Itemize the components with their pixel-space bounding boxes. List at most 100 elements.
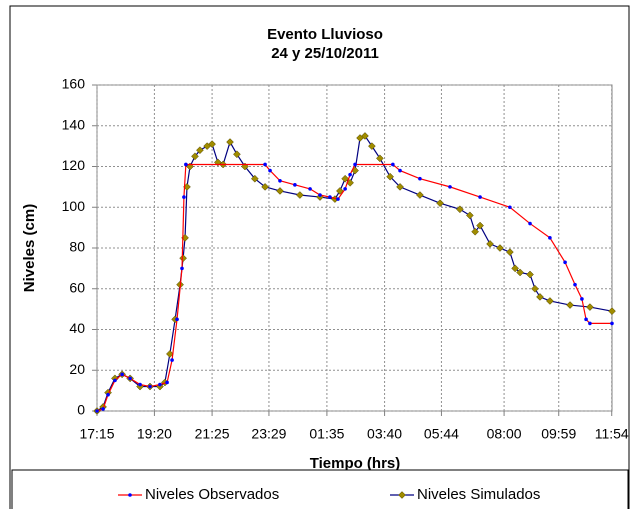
data-point bbox=[588, 321, 592, 326]
y-tick-label: 40 bbox=[69, 320, 85, 336]
data-point bbox=[148, 384, 152, 389]
legend-marker bbox=[398, 491, 406, 499]
data-point bbox=[165, 380, 169, 385]
data-point bbox=[95, 409, 99, 413]
data-point bbox=[348, 172, 352, 177]
data-point bbox=[263, 162, 267, 167]
data-point bbox=[584, 317, 588, 322]
data-point bbox=[191, 152, 199, 161]
data-point bbox=[586, 303, 594, 311]
data-point bbox=[511, 264, 519, 273]
series-line bbox=[96, 163, 612, 412]
data-point bbox=[184, 162, 188, 167]
data-point bbox=[180, 266, 184, 271]
x-tick-label: 21:25 bbox=[195, 426, 230, 442]
x-tick-label: 08:00 bbox=[487, 426, 522, 442]
data-point bbox=[278, 178, 282, 183]
data-point bbox=[268, 168, 272, 173]
data-point bbox=[456, 205, 464, 214]
data-point bbox=[208, 140, 216, 148]
data-point bbox=[608, 307, 616, 316]
y-tick-label: 160 bbox=[62, 76, 86, 92]
data-point bbox=[486, 240, 494, 248]
data-point bbox=[448, 185, 452, 189]
chart-subtitle: 24 y 25/10/2011 bbox=[271, 45, 379, 62]
y-tick-label: 140 bbox=[62, 116, 86, 132]
data-point bbox=[166, 350, 174, 358]
data-point bbox=[308, 187, 312, 191]
data-point bbox=[158, 382, 162, 387]
data-point bbox=[170, 358, 174, 362]
data-point bbox=[476, 221, 484, 230]
data-point bbox=[343, 187, 347, 191]
chart-title: Evento Lluvioso bbox=[267, 26, 383, 43]
data-point bbox=[113, 378, 117, 383]
data-point bbox=[361, 132, 369, 140]
data-point bbox=[416, 191, 424, 199]
data-point bbox=[386, 172, 394, 181]
data-point bbox=[293, 183, 297, 187]
data-point bbox=[471, 227, 479, 236]
data-point bbox=[418, 176, 422, 181]
data-point bbox=[341, 174, 349, 183]
data-point bbox=[398, 168, 402, 173]
data-point bbox=[296, 191, 304, 199]
data-point bbox=[318, 193, 322, 197]
data-point bbox=[506, 248, 514, 256]
y-tick-label: 100 bbox=[62, 198, 86, 214]
data-point bbox=[563, 260, 567, 265]
x-tick-label: 01:35 bbox=[309, 426, 344, 442]
data-point bbox=[101, 407, 105, 411]
x-tick-label: 09:59 bbox=[541, 426, 576, 442]
data-point bbox=[120, 372, 124, 377]
legend-label: Niveles Simulados bbox=[417, 486, 540, 503]
data-point bbox=[580, 297, 584, 301]
data-point bbox=[478, 195, 482, 199]
y-axis-title: Niveles (cm) bbox=[21, 204, 38, 292]
data-point bbox=[182, 195, 186, 199]
x-tick-label: 05:44 bbox=[424, 426, 459, 442]
data-point bbox=[528, 221, 532, 226]
data-point bbox=[566, 301, 574, 309]
data-point bbox=[233, 150, 241, 159]
data-point bbox=[251, 174, 259, 183]
x-axis-title: Tiempo (hrs) bbox=[310, 455, 401, 472]
data-point bbox=[138, 382, 142, 387]
data-point bbox=[353, 162, 357, 167]
data-point bbox=[106, 392, 110, 397]
data-point bbox=[336, 197, 340, 201]
x-tick-label: 03:40 bbox=[367, 426, 402, 442]
data-point bbox=[376, 154, 384, 163]
x-tick-label: 19:20 bbox=[137, 426, 172, 442]
data-point bbox=[276, 187, 284, 195]
data-point bbox=[336, 187, 344, 195]
y-tick-label: 20 bbox=[69, 361, 85, 377]
y-tick-label: 80 bbox=[69, 239, 85, 255]
data-point bbox=[516, 268, 524, 277]
data-point bbox=[573, 282, 577, 287]
legend-label: Niveles Observados bbox=[145, 486, 279, 503]
data-point bbox=[526, 270, 534, 279]
y-tick-label: 0 bbox=[77, 402, 85, 418]
data-point bbox=[175, 317, 179, 322]
data-point bbox=[610, 321, 614, 326]
legend-marker bbox=[128, 493, 132, 497]
data-point bbox=[128, 376, 132, 381]
data-point bbox=[226, 138, 234, 146]
data-point bbox=[368, 142, 376, 150]
legend-box bbox=[11, 469, 629, 509]
data-point bbox=[328, 195, 332, 199]
data-point bbox=[548, 236, 552, 240]
data-point bbox=[536, 293, 544, 301]
x-tick-label: 11:54 bbox=[595, 426, 629, 442]
data-point bbox=[179, 254, 187, 263]
data-point bbox=[546, 297, 554, 305]
data-point bbox=[496, 244, 504, 252]
data-point bbox=[261, 183, 269, 191]
data-point bbox=[436, 199, 444, 208]
data-point bbox=[391, 162, 395, 167]
data-point bbox=[396, 183, 404, 191]
data-point bbox=[508, 205, 512, 210]
data-point bbox=[466, 211, 474, 220]
